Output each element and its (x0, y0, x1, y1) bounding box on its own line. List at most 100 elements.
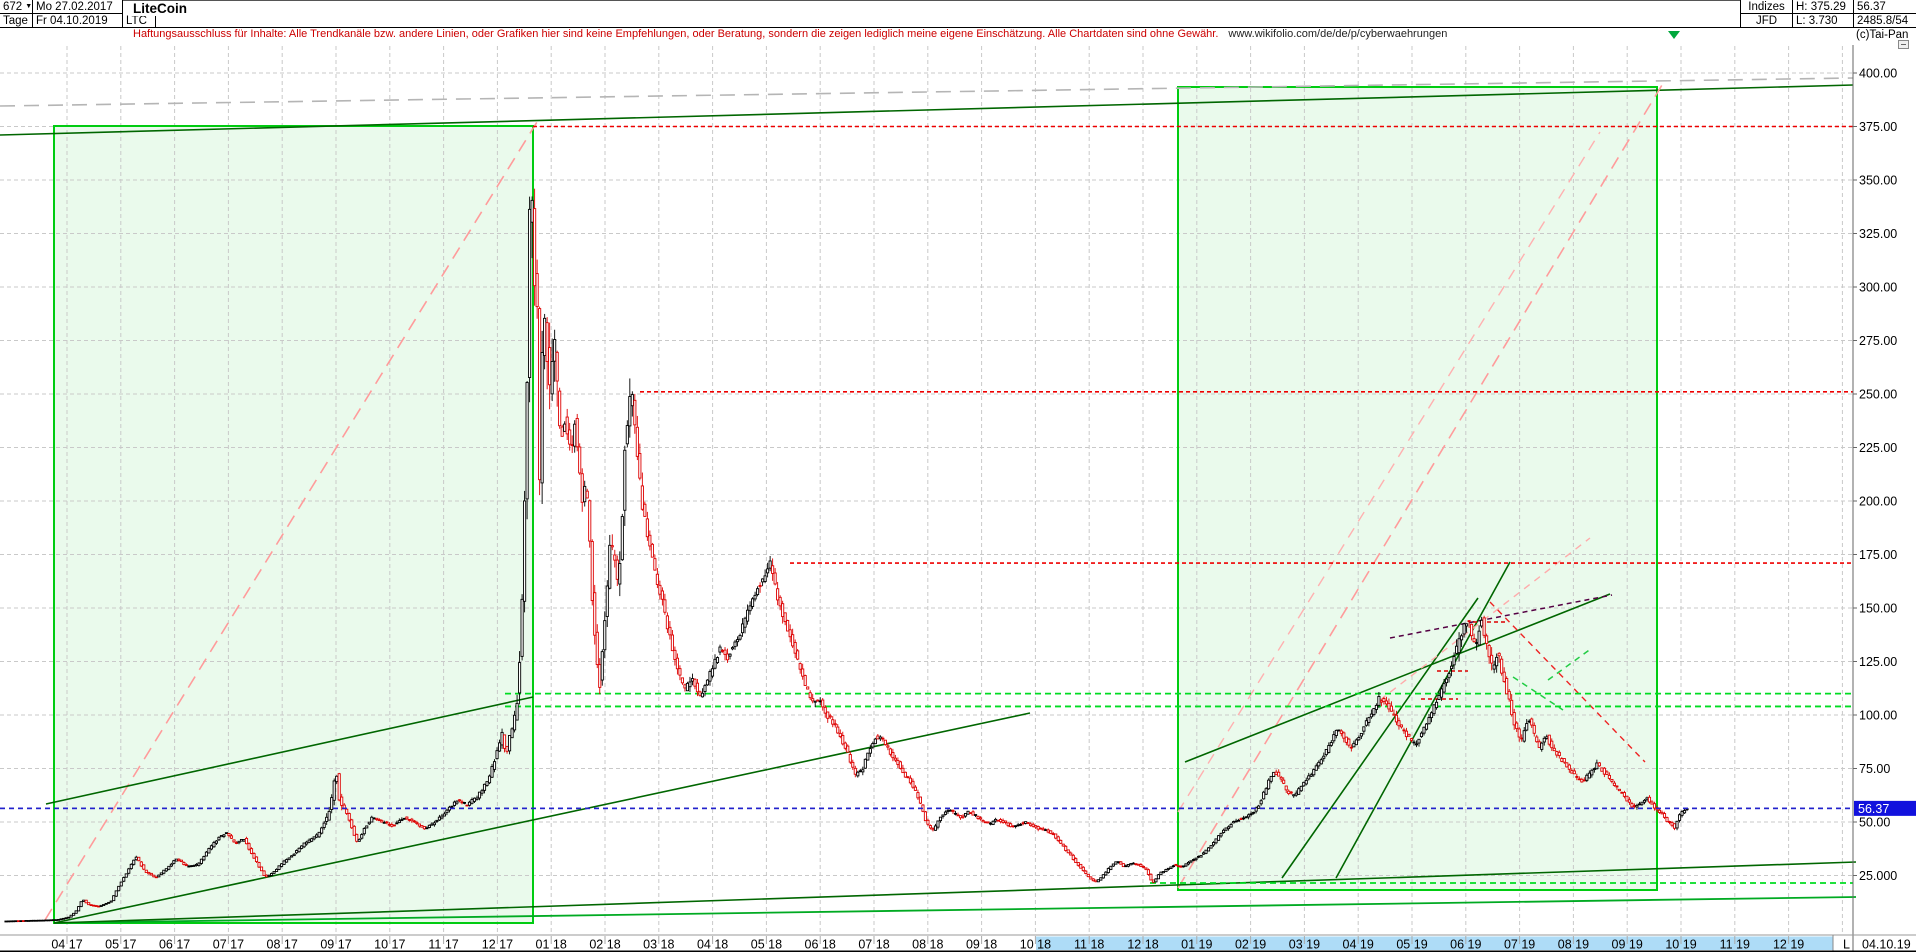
candle-body (477, 791, 482, 799)
candle-body (1269, 775, 1273, 782)
candle-body (1667, 821, 1672, 823)
candle-body (580, 473, 584, 503)
candle-body (1324, 748, 1328, 756)
date-from-cell[interactable]: Mo 27.02.2017 (33, 0, 123, 14)
candle-body (548, 347, 552, 386)
candle-body (675, 657, 679, 670)
price-chart-canvas[interactable]: 400.00 375.00 350.00 325.00 300.00 275.00 250.… (0, 45, 1916, 952)
candle-body (625, 425, 629, 445)
candle-body (1349, 746, 1353, 749)
candle-body (1252, 811, 1256, 814)
wikifolio-link[interactable]: www.wikifolio.com/de/de/p/cyberwaehrunge… (1228, 28, 1448, 40)
candle-body (385, 821, 389, 824)
period-dropdown[interactable]: Tage ▼ (0, 14, 33, 28)
indizes-cell[interactable]: Indizes (1740, 0, 1792, 14)
candle-body (931, 827, 935, 831)
candle-body (966, 810, 970, 815)
window-minimize-icon[interactable] (1898, 40, 1909, 49)
candle-body (1119, 861, 1123, 865)
candle-body (97, 905, 101, 908)
candle-body (137, 856, 141, 862)
candle-body (996, 819, 1000, 822)
candle-body (861, 769, 865, 773)
candle-body (172, 860, 176, 864)
date-to-cell[interactable]: Fr 04.10.2019 (33, 14, 123, 28)
candle-body (345, 808, 349, 814)
candle-body (821, 699, 825, 708)
candle-body (1189, 860, 1193, 863)
candle-body (623, 449, 627, 511)
candle-body (199, 858, 203, 864)
candle-body (495, 750, 499, 760)
candle-body (257, 862, 261, 868)
green-line-2017a (45, 696, 534, 805)
candle-body (878, 736, 882, 740)
candle-body (297, 847, 301, 853)
bars-count-dropdown[interactable]: 672 ▼ (0, 0, 33, 14)
candle-body (1485, 635, 1489, 644)
candle-body (1384, 700, 1388, 705)
x-axis-label: 07 19 (1504, 938, 1535, 952)
x-axis-label: 09 18 (966, 938, 997, 952)
candle-body (806, 686, 810, 690)
candle-body (440, 815, 444, 819)
candle-body (1299, 785, 1303, 792)
candle-body (54, 919, 58, 921)
candle-body (1389, 705, 1393, 712)
candle-body (49, 919, 53, 922)
candle-body (1560, 758, 1564, 762)
candle-body (1580, 778, 1584, 783)
jfd-cell[interactable]: JFD (1740, 14, 1792, 28)
candle-body (117, 885, 121, 892)
y-axis-label: 175.00 (1859, 548, 1897, 562)
candle-body (37, 919, 41, 922)
candle-body (680, 677, 684, 684)
candle-body (908, 777, 912, 784)
candle-body (1490, 654, 1494, 664)
x-axis-label: 10 18 (1020, 938, 1051, 952)
candle-body (1652, 803, 1657, 809)
x-axis-label: 11 19 (1720, 938, 1750, 952)
candle-body (841, 735, 845, 745)
candle-body (92, 904, 96, 907)
candle-body (32, 919, 36, 922)
x-axis-label: 11 18 (1074, 938, 1104, 952)
candle-body (67, 916, 71, 919)
high-value: H: 375.29 (1796, 0, 1846, 13)
candle-body (911, 780, 915, 788)
candle-body (395, 822, 399, 825)
x-axis-label: 02 18 (589, 938, 620, 952)
candle-body (1199, 855, 1203, 858)
candle-body (1465, 623, 1469, 627)
candle-body (1374, 704, 1378, 710)
candle-body (1359, 732, 1363, 737)
candle-body (545, 322, 549, 363)
candle-body (427, 824, 431, 828)
x-axis-label: 05 17 (105, 938, 136, 952)
candle-body (99, 904, 103, 907)
candle-body (538, 308, 542, 481)
candle-body (1354, 739, 1358, 746)
candle-body (738, 634, 742, 640)
candle-body (1670, 822, 1674, 826)
pink-diagonal-2019b (1177, 131, 1601, 813)
candle-body (124, 873, 128, 878)
candle-body (1547, 734, 1551, 745)
candle-body (1141, 865, 1145, 868)
candle-body (1054, 833, 1058, 839)
candle-body (781, 603, 785, 618)
candle-body (1312, 769, 1316, 776)
candle-body (1209, 845, 1213, 849)
candle-body (1572, 770, 1576, 775)
candle-body (1094, 879, 1098, 883)
candle-body (715, 657, 720, 664)
candle-body (1224, 827, 1228, 831)
candle-body (1407, 733, 1411, 737)
candle-body (377, 819, 381, 822)
candle-body (1660, 811, 1664, 815)
candle-body (928, 825, 933, 829)
candle-body (1081, 866, 1085, 872)
candle-body (222, 834, 226, 837)
candle-body (673, 649, 677, 660)
x-axis-label: 05 19 (1396, 938, 1427, 952)
